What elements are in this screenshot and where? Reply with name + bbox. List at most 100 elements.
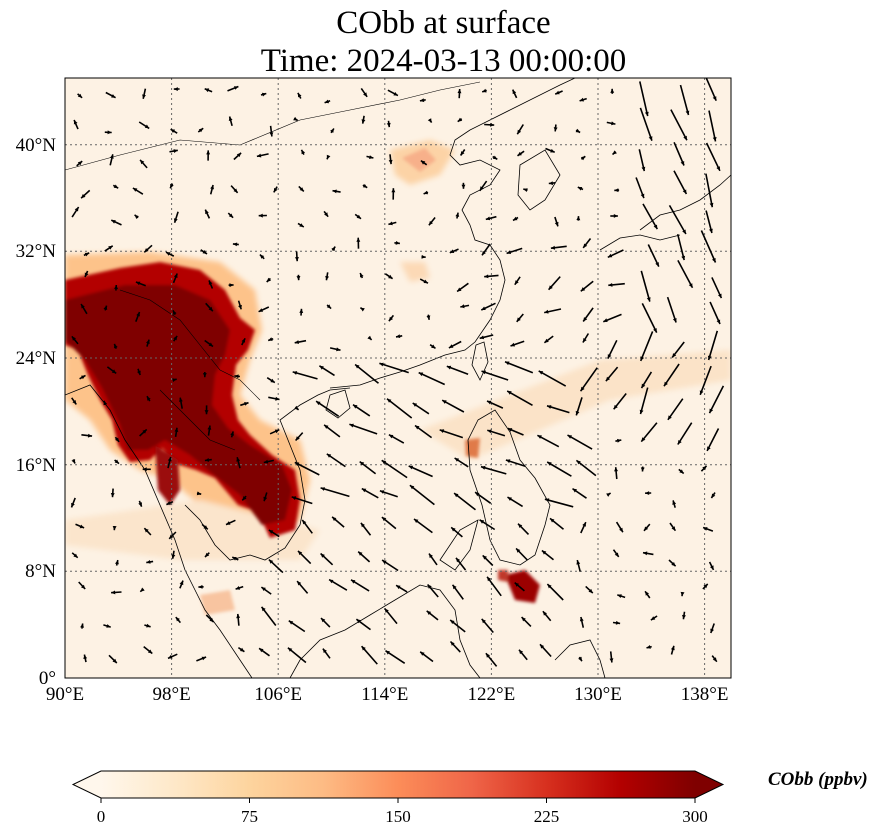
wind-arrow-head xyxy=(294,405,299,410)
wind-arrow-head xyxy=(81,194,86,199)
wind-arrow-head xyxy=(388,434,394,439)
wind-arrow-head xyxy=(173,218,178,223)
wind-arrow-head xyxy=(617,594,622,598)
wind-arrow-head xyxy=(688,283,693,288)
wind-arrow-head xyxy=(712,258,716,263)
wind-arrow-head xyxy=(454,493,459,498)
wind-arrow-shaft xyxy=(666,296,677,323)
wind-arrow-head xyxy=(135,281,141,286)
wind-arrow-head xyxy=(288,620,294,625)
wind-arrow-head xyxy=(228,213,234,218)
wind-arrow-head xyxy=(505,361,510,366)
wind-arrow-head xyxy=(641,166,646,172)
wind-arrow-head xyxy=(84,272,89,277)
wind-arrow-head xyxy=(360,307,365,312)
wind-arrow-head xyxy=(605,376,610,382)
wind-arrow-head xyxy=(362,183,368,188)
wind-arrow-shaft xyxy=(504,361,534,374)
wind-arrow-head xyxy=(233,188,238,193)
wind-arrow-head xyxy=(427,584,432,589)
wind-arrow-head xyxy=(716,166,720,171)
wind-arrow-head xyxy=(580,386,585,392)
wind-arrow-head xyxy=(73,553,78,558)
wind-arrow-head xyxy=(646,645,651,649)
wind-arrow-head xyxy=(204,88,210,93)
wind-arrow-head xyxy=(359,461,365,466)
y-axis-ticks: 0° 8°N 16°N 24°N 32°N 40°N xyxy=(16,135,57,689)
wind-arrow-head xyxy=(382,560,387,564)
colorbar-label: CObb (ppbv) xyxy=(768,769,868,790)
wind-arrow-head xyxy=(263,459,269,464)
wind-arrow-head xyxy=(232,242,238,247)
wind-arrow-head xyxy=(321,618,326,623)
wind-arrow-head xyxy=(547,462,552,466)
wind-arrow-shaft xyxy=(639,81,649,117)
wind-arrow-head xyxy=(671,526,676,531)
wind-arrow-head xyxy=(107,130,112,135)
wind-arrow-head xyxy=(653,224,658,230)
wind-arrow-head xyxy=(579,617,584,622)
wind-arrow-head xyxy=(210,185,214,190)
wind-arrow-head xyxy=(414,519,419,523)
wind-arrow-head xyxy=(387,398,392,403)
wind-arrow-shaft xyxy=(640,270,651,302)
wind-arrow-head xyxy=(439,429,445,433)
wind-arrow-head xyxy=(681,255,686,261)
wind-arrow-head xyxy=(457,287,462,292)
wind-arrow-head xyxy=(137,370,141,375)
wind-arrow-head xyxy=(320,487,325,491)
wind-arrow-head xyxy=(537,435,542,439)
wind-arrow-head xyxy=(353,404,358,409)
wind-arrow-head xyxy=(81,584,86,589)
wind-arrow-head xyxy=(132,188,138,192)
wind-arrow-shaft xyxy=(453,492,476,511)
wind-arrow-head xyxy=(112,526,117,531)
wind-arrow-head xyxy=(427,118,432,123)
colorbar-extend-min xyxy=(73,771,101,798)
wind-arrow-head xyxy=(419,98,425,103)
wind-arrow-shaft xyxy=(379,362,409,374)
wind-arrow-head xyxy=(324,99,330,104)
wind-arrow-head xyxy=(653,328,657,333)
wind-arrow-head xyxy=(611,121,616,126)
wind-arrow-head xyxy=(548,181,553,186)
wind-arrow-head xyxy=(583,317,588,322)
wind-arrow-head xyxy=(361,119,366,124)
wind-arrow-head xyxy=(331,246,336,251)
wind-arrow-shaft xyxy=(354,363,380,384)
wind-arrow-head xyxy=(485,216,491,221)
wind-arrow-head xyxy=(680,591,685,597)
wind-arrow-head xyxy=(617,438,622,443)
wind-arrow-shaft xyxy=(705,173,714,208)
wind-arrow-head xyxy=(446,365,452,370)
wind-arrow-head xyxy=(320,553,325,558)
wind-arrow-head xyxy=(703,527,708,531)
wind-arrow-head xyxy=(111,590,116,595)
wind-arrow-shaft xyxy=(705,78,717,102)
wind-arrow-head xyxy=(707,446,711,451)
wind-arrow-head xyxy=(448,344,454,348)
wind-arrow-head xyxy=(80,623,84,628)
x-tick-label: 138°E xyxy=(681,684,729,705)
colorbar-tick-label: 0 xyxy=(97,807,106,826)
y-tick-label: 0° xyxy=(39,668,56,689)
wind-arrow-head xyxy=(230,431,234,436)
wind-arrow-head xyxy=(544,309,549,314)
wind-arrow-head xyxy=(418,372,424,377)
wind-arrow-head xyxy=(206,150,211,155)
wind-arrow-shaft xyxy=(673,141,685,166)
wind-arrow-head xyxy=(610,88,615,93)
wind-arrow-head xyxy=(326,154,331,160)
wind-arrow-head xyxy=(209,617,214,623)
wind-arrow-shaft xyxy=(579,367,598,392)
wind-arrow-head xyxy=(204,410,209,415)
wind-arrow-head xyxy=(580,156,586,161)
wind-arrow-head xyxy=(507,391,512,395)
wind-arrow-head xyxy=(236,457,241,462)
wind-arrow-head xyxy=(144,124,150,129)
wind-arrow-head xyxy=(142,429,147,434)
wind-arrow-head xyxy=(295,436,300,441)
wind-arrow-head xyxy=(268,559,274,564)
wind-arrow-head xyxy=(147,396,151,401)
wind-arrow-head xyxy=(205,552,210,557)
